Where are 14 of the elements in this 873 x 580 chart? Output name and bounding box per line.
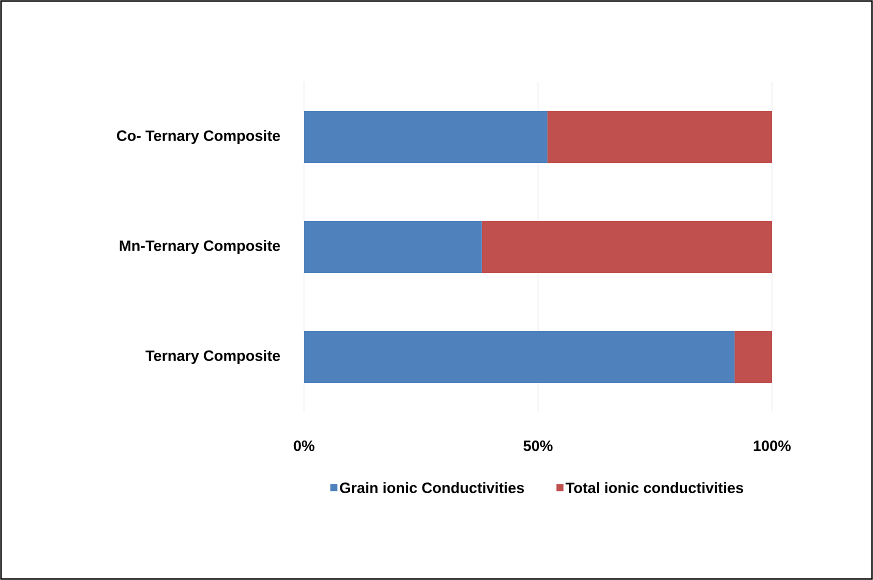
legend-label: Grain ionic Conductivities xyxy=(340,482,524,494)
bar xyxy=(547,110,772,163)
bar xyxy=(482,220,772,273)
bar xyxy=(304,110,548,163)
legend-label: Total ionic conductivities xyxy=(566,482,744,494)
y-tick-label: Ternary Composite xyxy=(146,350,280,364)
y-tick-label: Co- Ternary Composite xyxy=(116,130,280,144)
x-tick-label: 50% xyxy=(524,440,553,452)
bar xyxy=(304,330,735,383)
y-tick-label: Mn-Ternary Composite xyxy=(120,240,280,254)
bar xyxy=(734,330,772,383)
x-tick-label: 100% xyxy=(754,440,791,452)
bar xyxy=(304,220,482,273)
x-tick-label: 0% xyxy=(294,440,314,452)
